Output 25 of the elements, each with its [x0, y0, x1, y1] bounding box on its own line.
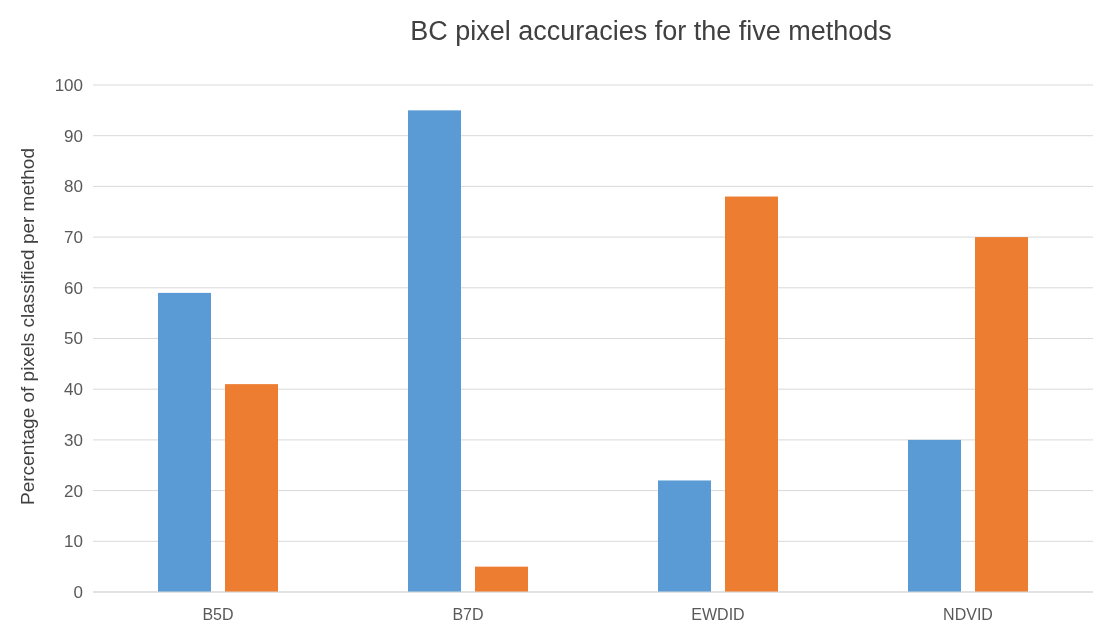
y-tick-label: 90: [64, 126, 83, 146]
y-tick-label: 10: [64, 532, 83, 552]
y-tick-label: 20: [64, 481, 83, 501]
y-axis-title: Percentage of pixels classified per method: [17, 148, 38, 505]
y-tick-label: 40: [64, 380, 83, 400]
bar: [975, 237, 1028, 592]
y-tick-label: 50: [64, 329, 83, 349]
bar: [475, 566, 528, 592]
bar: [908, 439, 961, 592]
y-tick-label: 100: [54, 75, 83, 95]
bar: [658, 480, 711, 592]
bar: [225, 384, 278, 592]
x-tick-label: EWDID: [691, 606, 745, 623]
y-tick-label: 70: [64, 228, 83, 248]
y-tick-label: 30: [64, 430, 83, 450]
y-tick-label: 60: [64, 278, 83, 298]
y-tick-label: 0: [73, 582, 83, 602]
bar: [158, 292, 211, 592]
y-tick-label: 80: [64, 177, 83, 197]
bar: [408, 110, 461, 592]
x-tick-label: NDVID: [943, 606, 993, 623]
x-tick-label: B5D: [202, 606, 234, 623]
bar: [725, 196, 778, 592]
chart-title: BC pixel accuracies for the five methods: [410, 16, 892, 46]
x-tick-label: B7D: [452, 606, 484, 623]
